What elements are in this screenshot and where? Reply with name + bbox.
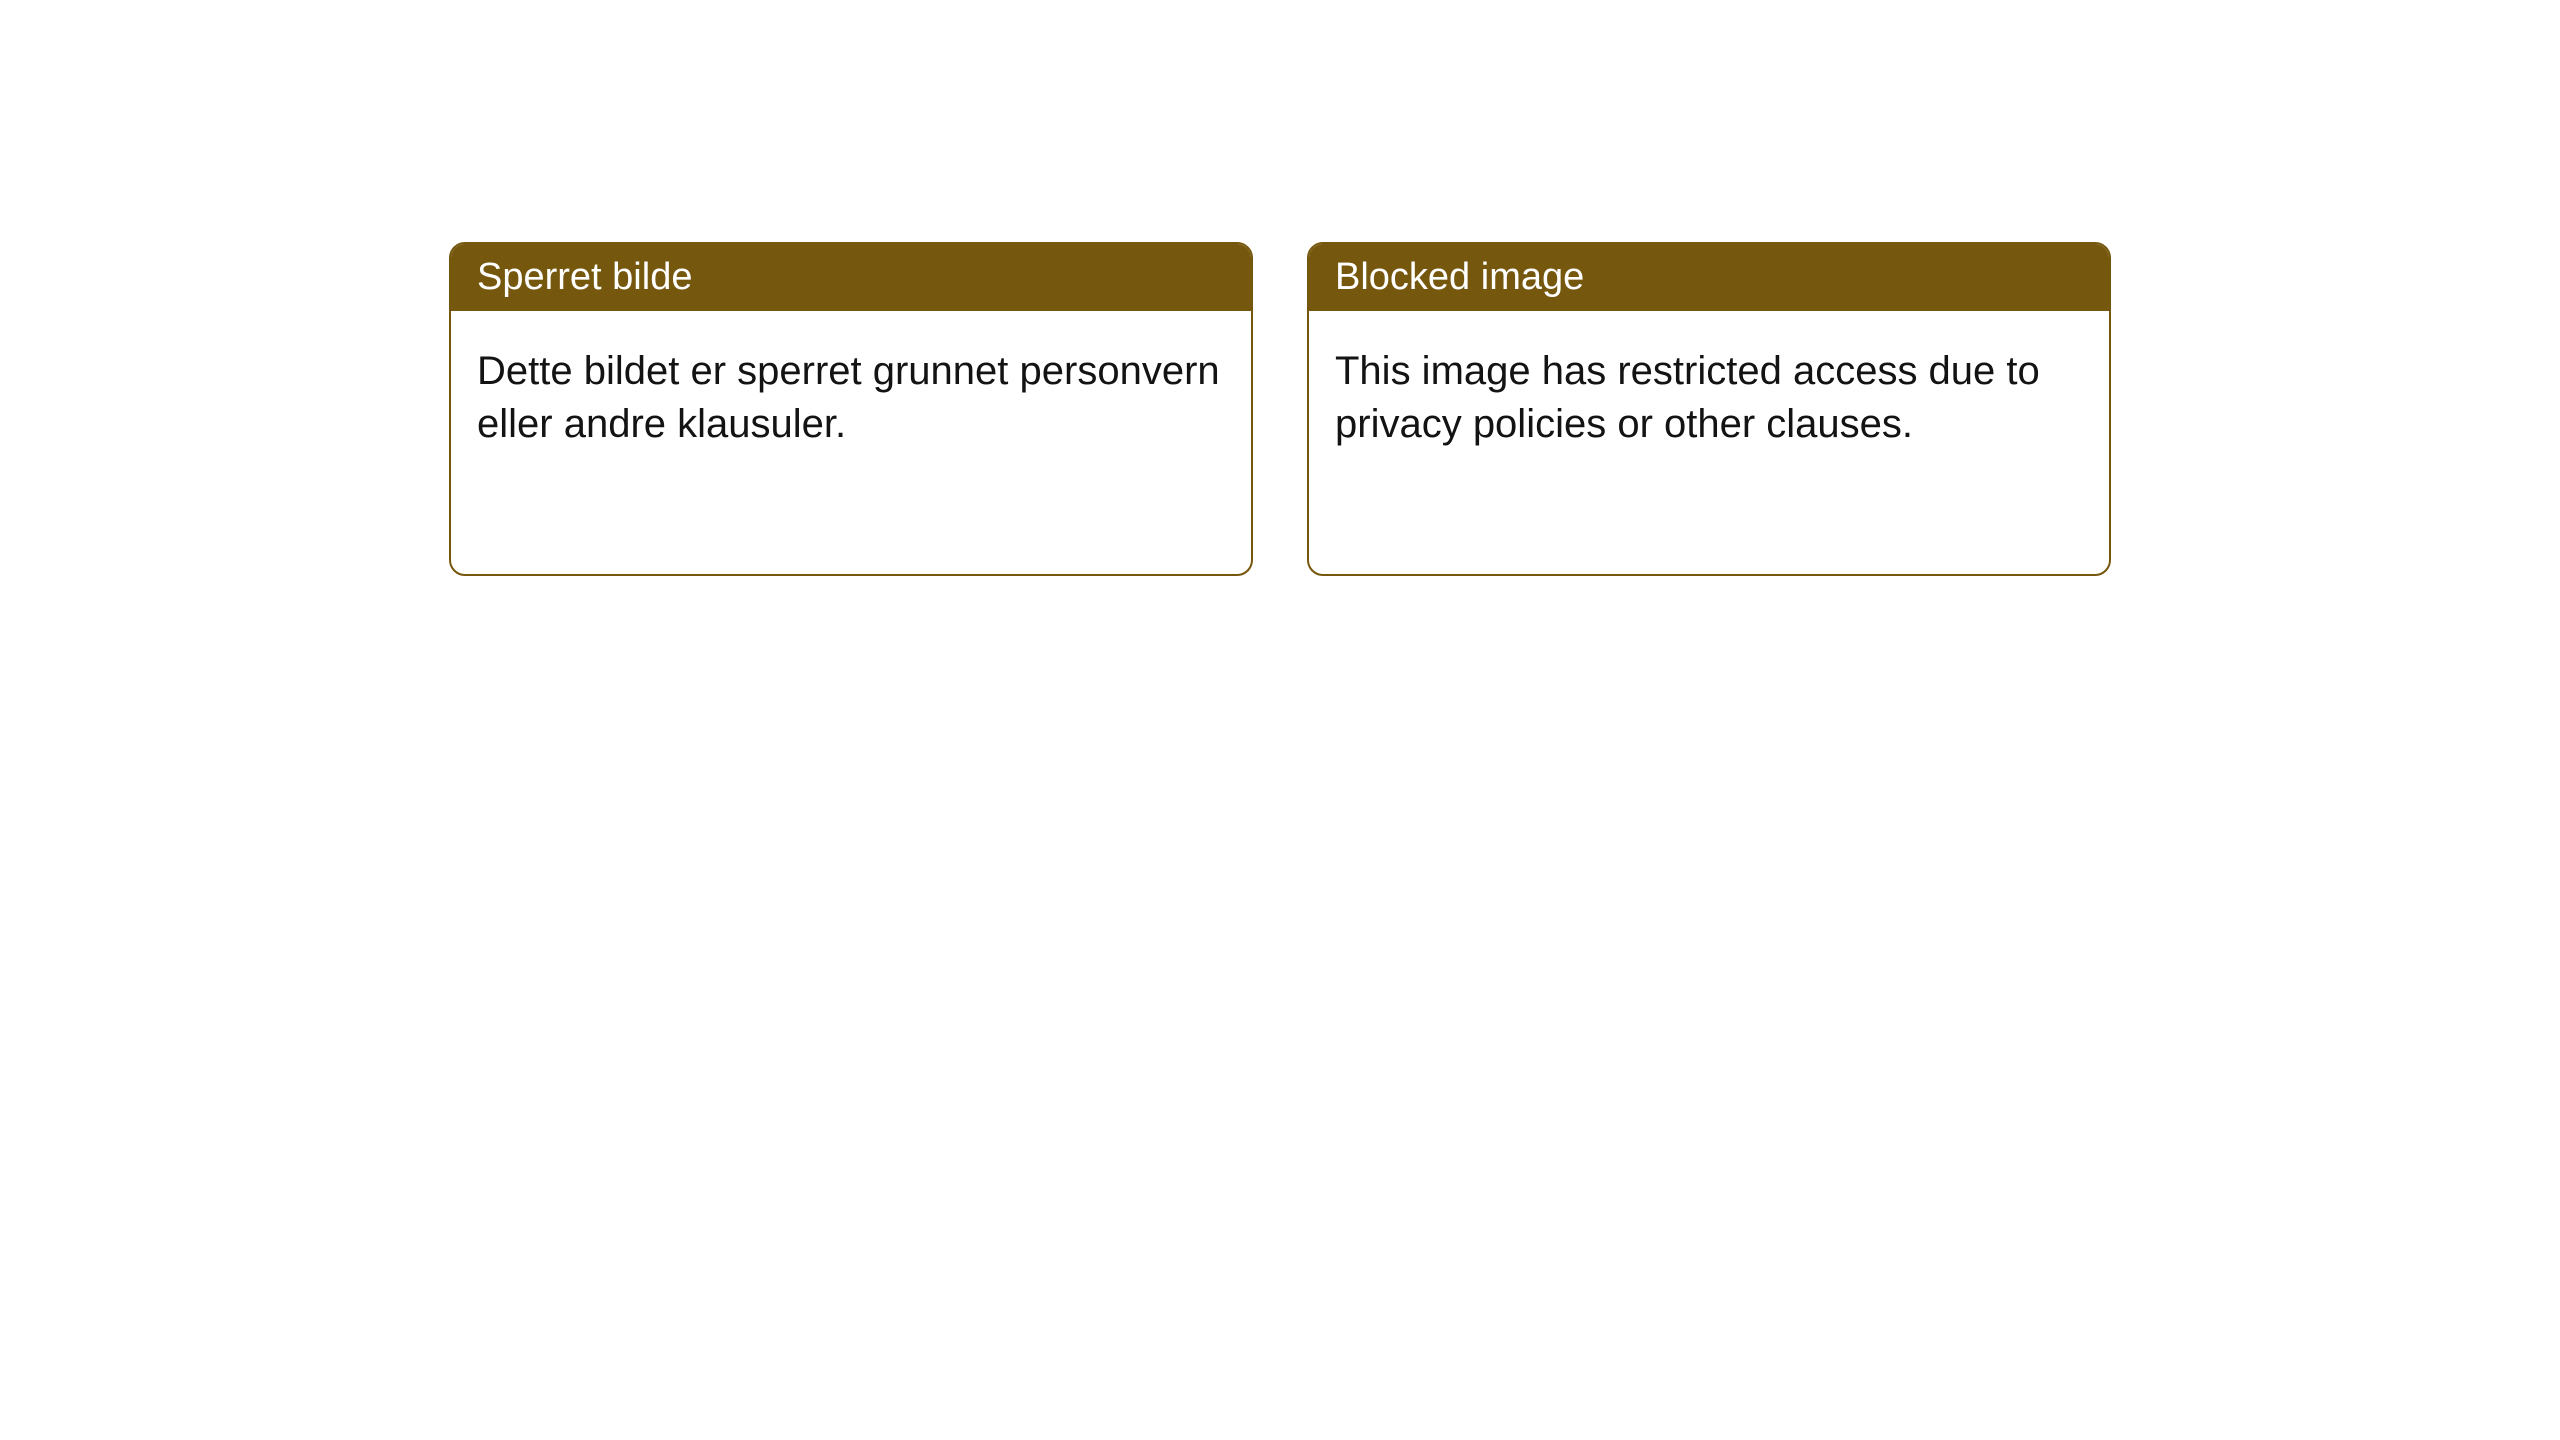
card-header-text: Sperret bilde [477,256,692,298]
card-body: Dette bildet er sperret grunnet personve… [451,311,1251,485]
card-body: This image has restricted access due to … [1309,311,2109,485]
card-header-text: Blocked image [1335,256,1584,298]
card-body-text: This image has restricted access due to … [1335,349,2040,446]
card-header: Sperret bilde [451,244,1251,311]
card-header: Blocked image [1309,244,2109,311]
notice-cards-container: Sperret bilde Dette bildet er sperret gr… [0,0,2560,576]
blocked-image-card-en: Blocked image This image has restricted … [1307,242,2111,576]
card-body-text: Dette bildet er sperret grunnet personve… [477,349,1220,446]
blocked-image-card-no: Sperret bilde Dette bildet er sperret gr… [449,242,1253,576]
